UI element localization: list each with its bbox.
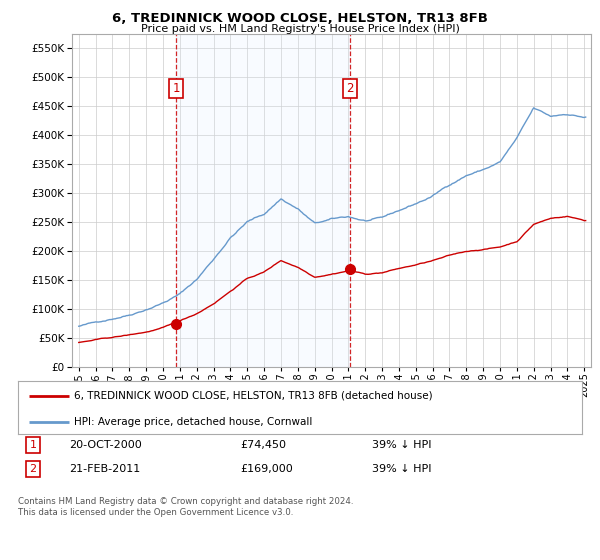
Text: 2: 2: [29, 464, 37, 474]
Text: HPI: Average price, detached house, Cornwall: HPI: Average price, detached house, Corn…: [74, 417, 313, 427]
Text: £74,450: £74,450: [240, 440, 286, 450]
Text: 6, TREDINNICK WOOD CLOSE, HELSTON, TR13 8FB: 6, TREDINNICK WOOD CLOSE, HELSTON, TR13 …: [112, 12, 488, 25]
Text: 39% ↓ HPI: 39% ↓ HPI: [372, 464, 431, 474]
Text: 6, TREDINNICK WOOD CLOSE, HELSTON, TR13 8FB (detached house): 6, TREDINNICK WOOD CLOSE, HELSTON, TR13 …: [74, 391, 433, 401]
Text: Contains HM Land Registry data © Crown copyright and database right 2024.
This d: Contains HM Land Registry data © Crown c…: [18, 497, 353, 517]
Text: 1: 1: [173, 82, 180, 95]
Bar: [176, 34, 350, 367]
Text: Price paid vs. HM Land Registry's House Price Index (HPI): Price paid vs. HM Land Registry's House …: [140, 24, 460, 34]
Text: £169,000: £169,000: [240, 464, 293, 474]
Text: 39% ↓ HPI: 39% ↓ HPI: [372, 440, 431, 450]
Text: 1: 1: [29, 440, 37, 450]
Text: 2: 2: [347, 82, 354, 95]
Text: 20-OCT-2000: 20-OCT-2000: [69, 440, 142, 450]
Text: 21-FEB-2011: 21-FEB-2011: [69, 464, 140, 474]
